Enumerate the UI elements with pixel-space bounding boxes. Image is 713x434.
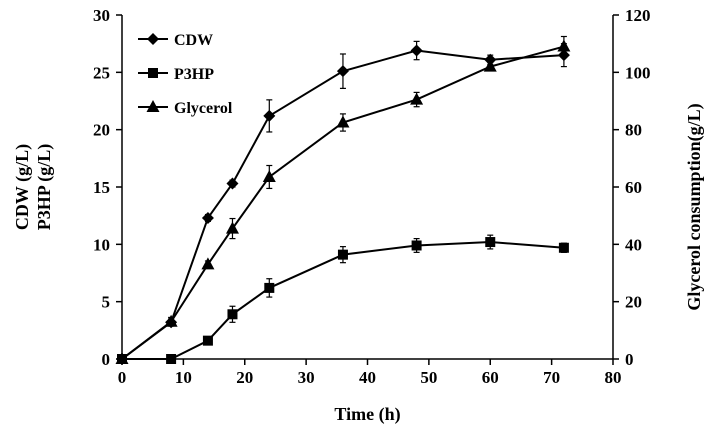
data-point-glycerol (410, 92, 424, 105)
data-point-glycerol (557, 39, 571, 52)
series-line-cdw (121, 49, 564, 360)
y-tick-label-right: 20 (625, 293, 642, 312)
data-point-cdw (226, 177, 239, 190)
y-tick-label-left: 30 (93, 6, 110, 25)
data-point-p3hp (264, 282, 275, 293)
data-point-cdw (410, 44, 423, 57)
y-tick-label-right: 100 (625, 63, 651, 82)
legend-label-glycerol: Glycerol (174, 100, 233, 117)
y-axis-title-left: P3HP (g/L) (34, 144, 55, 231)
data-point-cdw (263, 109, 276, 122)
y-axis-title-right: Glycerol consumption(g/L) (684, 103, 705, 310)
y-tick-label-right: 80 (625, 121, 642, 140)
data-point-glycerol (115, 352, 129, 364)
data-point-p3hp (558, 242, 569, 253)
series-line-glycerol (121, 45, 565, 360)
data-point-p3hp (202, 335, 213, 346)
data-point-glycerol (164, 314, 178, 327)
legend-item-glycerol: Glycerol (138, 100, 233, 117)
data-point-glycerol (483, 59, 497, 72)
data-point-glycerol (262, 169, 276, 182)
x-tick-label: 40 (359, 368, 376, 387)
y-tick-label-left: 5 (102, 293, 111, 312)
series-glycerol (115, 35, 571, 364)
data-point-p3hp (166, 354, 177, 364)
legend-label-p3hp: P3HP (174, 66, 214, 83)
plot-area (115, 35, 571, 365)
x-tick-label: 10 (175, 368, 192, 387)
x-tick-label: 0 (118, 368, 127, 387)
legend: CDW P3HP Glycerol (138, 32, 233, 117)
data-point-glycerol (336, 115, 350, 128)
y-tick-label-right: 120 (625, 6, 651, 25)
y-tick-label-right: 40 (625, 235, 642, 254)
x-tick-label: 70 (543, 368, 560, 387)
legend-marker-p3hp (148, 68, 158, 78)
y-axis-title-left: CDW (g/L) (12, 144, 33, 230)
y-tick-label-right: 60 (625, 178, 642, 197)
series-cdw (116, 40, 570, 365)
x-tick-label: 80 (605, 368, 622, 387)
y-tick-label-left: 15 (93, 178, 110, 197)
legend-marker-cdw (147, 33, 159, 45)
y-tick-label-right: 0 (625, 350, 634, 369)
legend-label-cdw: CDW (174, 32, 213, 49)
x-tick-label: 20 (236, 368, 253, 387)
data-point-p3hp (227, 309, 238, 320)
x-axis-title: Time (h) (334, 404, 400, 425)
y-tick-label-left: 25 (93, 63, 110, 82)
data-point-p3hp (485, 237, 496, 248)
legend-item-cdw: CDW (138, 32, 213, 49)
data-point-cdw (336, 65, 349, 78)
series-p3hp (117, 234, 569, 364)
x-tick-label: 60 (482, 368, 499, 387)
data-point-p3hp (411, 240, 422, 251)
data-point-glycerol (201, 257, 215, 270)
y-tick-label-left: 20 (93, 121, 110, 140)
x-tick-label: 50 (420, 368, 437, 387)
y-tick-label-left: 10 (93, 235, 110, 254)
x-tick-label: 30 (298, 368, 315, 387)
y-tick-label-left: 0 (102, 350, 111, 369)
axes-group: 0 10 20 30 40 50 60 70 8005101520253002040608010… (12, 6, 705, 425)
legend-item-p3hp: P3HP (138, 66, 214, 83)
data-point-p3hp (337, 249, 348, 260)
data-point-cdw (201, 211, 214, 224)
legend-marker-glycerol (146, 100, 160, 112)
data-point-glycerol (225, 221, 239, 234)
